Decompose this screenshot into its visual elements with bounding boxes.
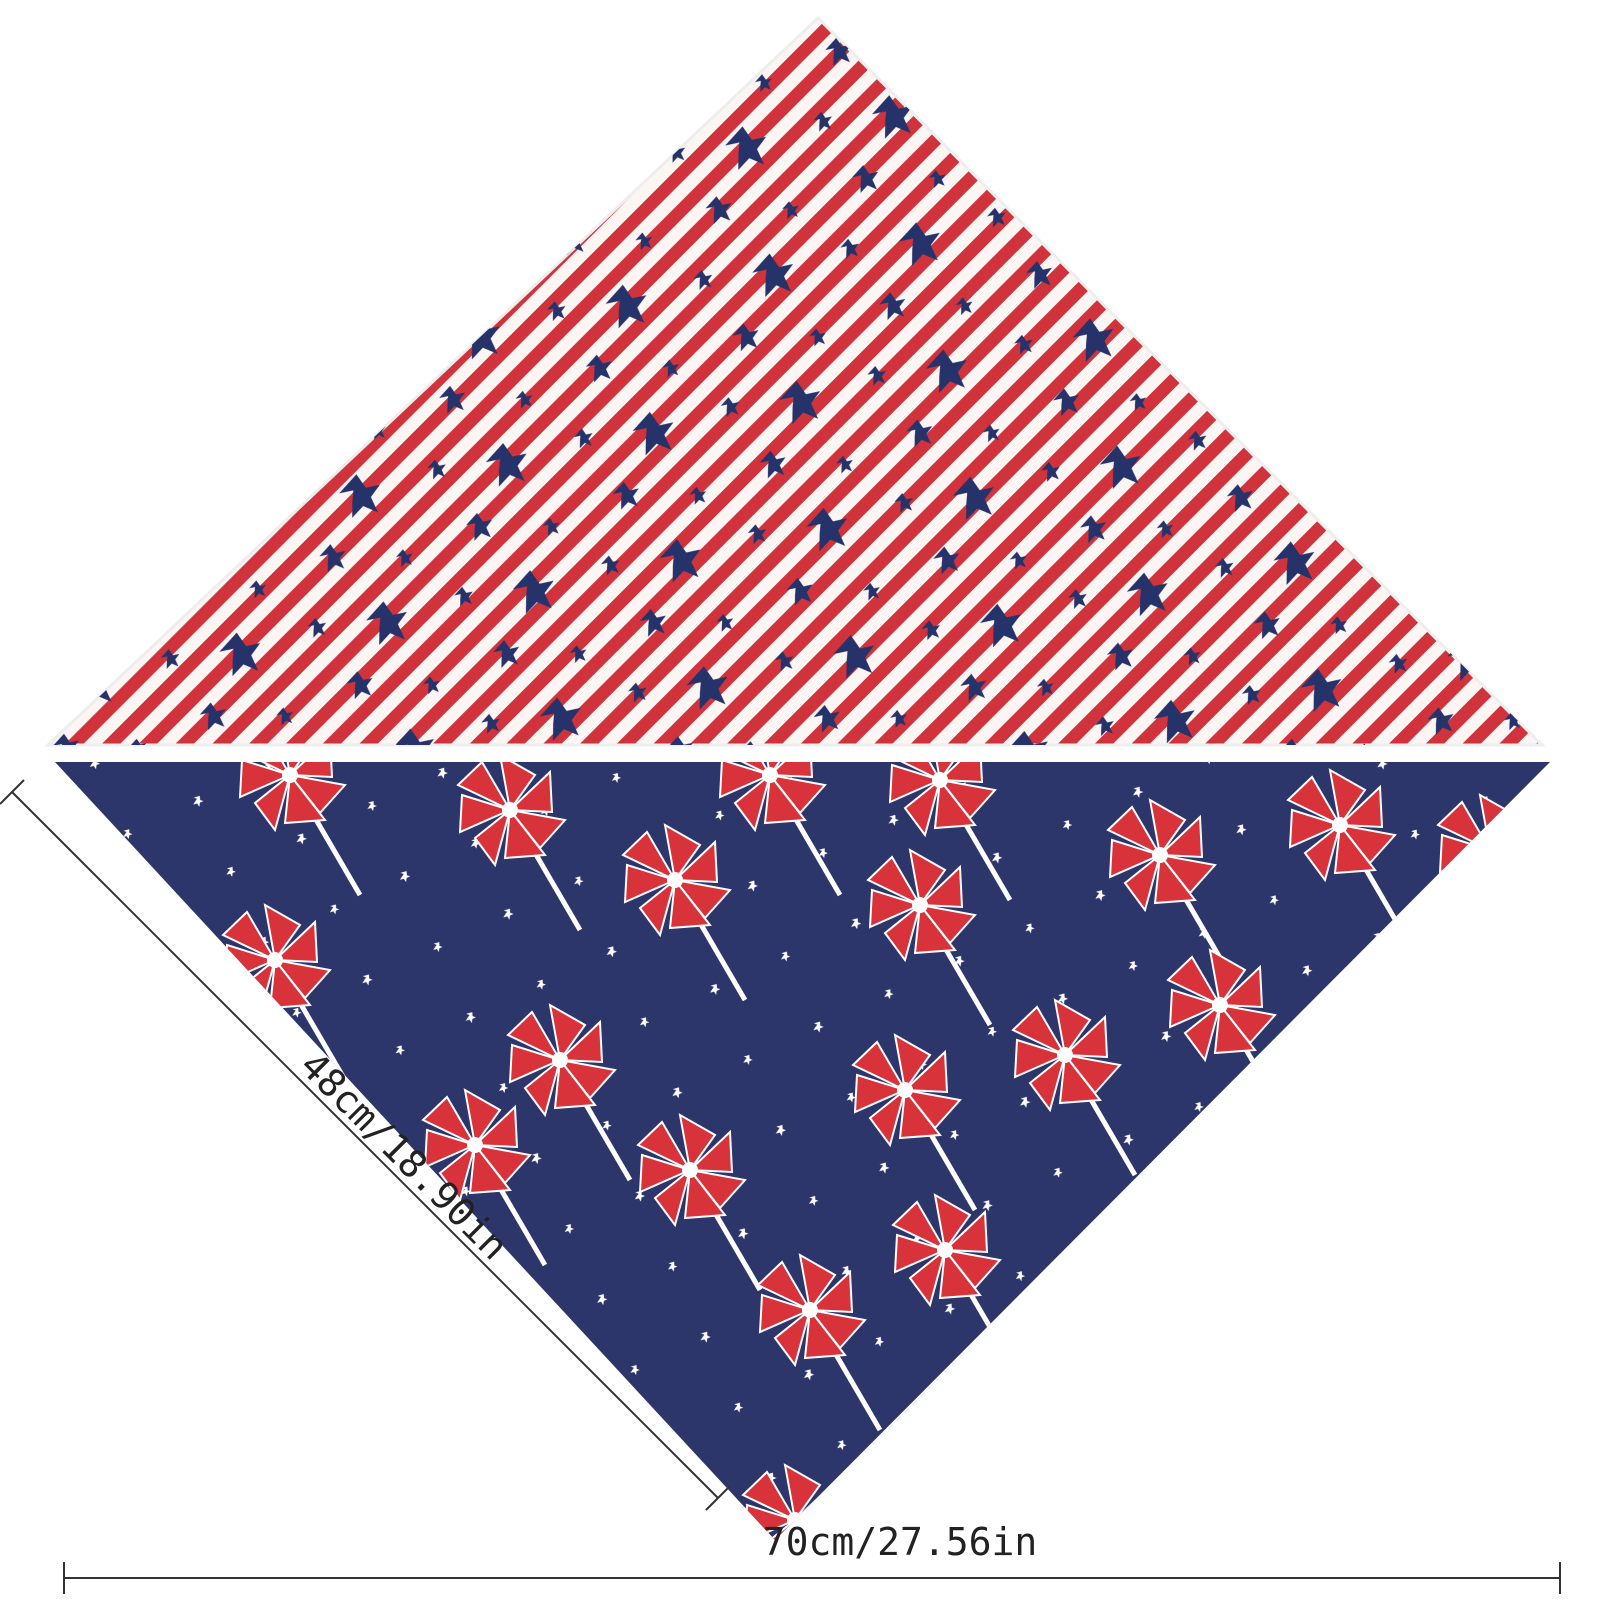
side-dimension	[0, 779, 731, 1511]
top-bandana	[44, 15, 1546, 747]
width-dimension-label: 70cm/27.56in	[763, 1520, 1038, 1564]
width-dimension	[63, 1562, 1561, 1594]
bottom-bandana	[55, 762, 1550, 1540]
